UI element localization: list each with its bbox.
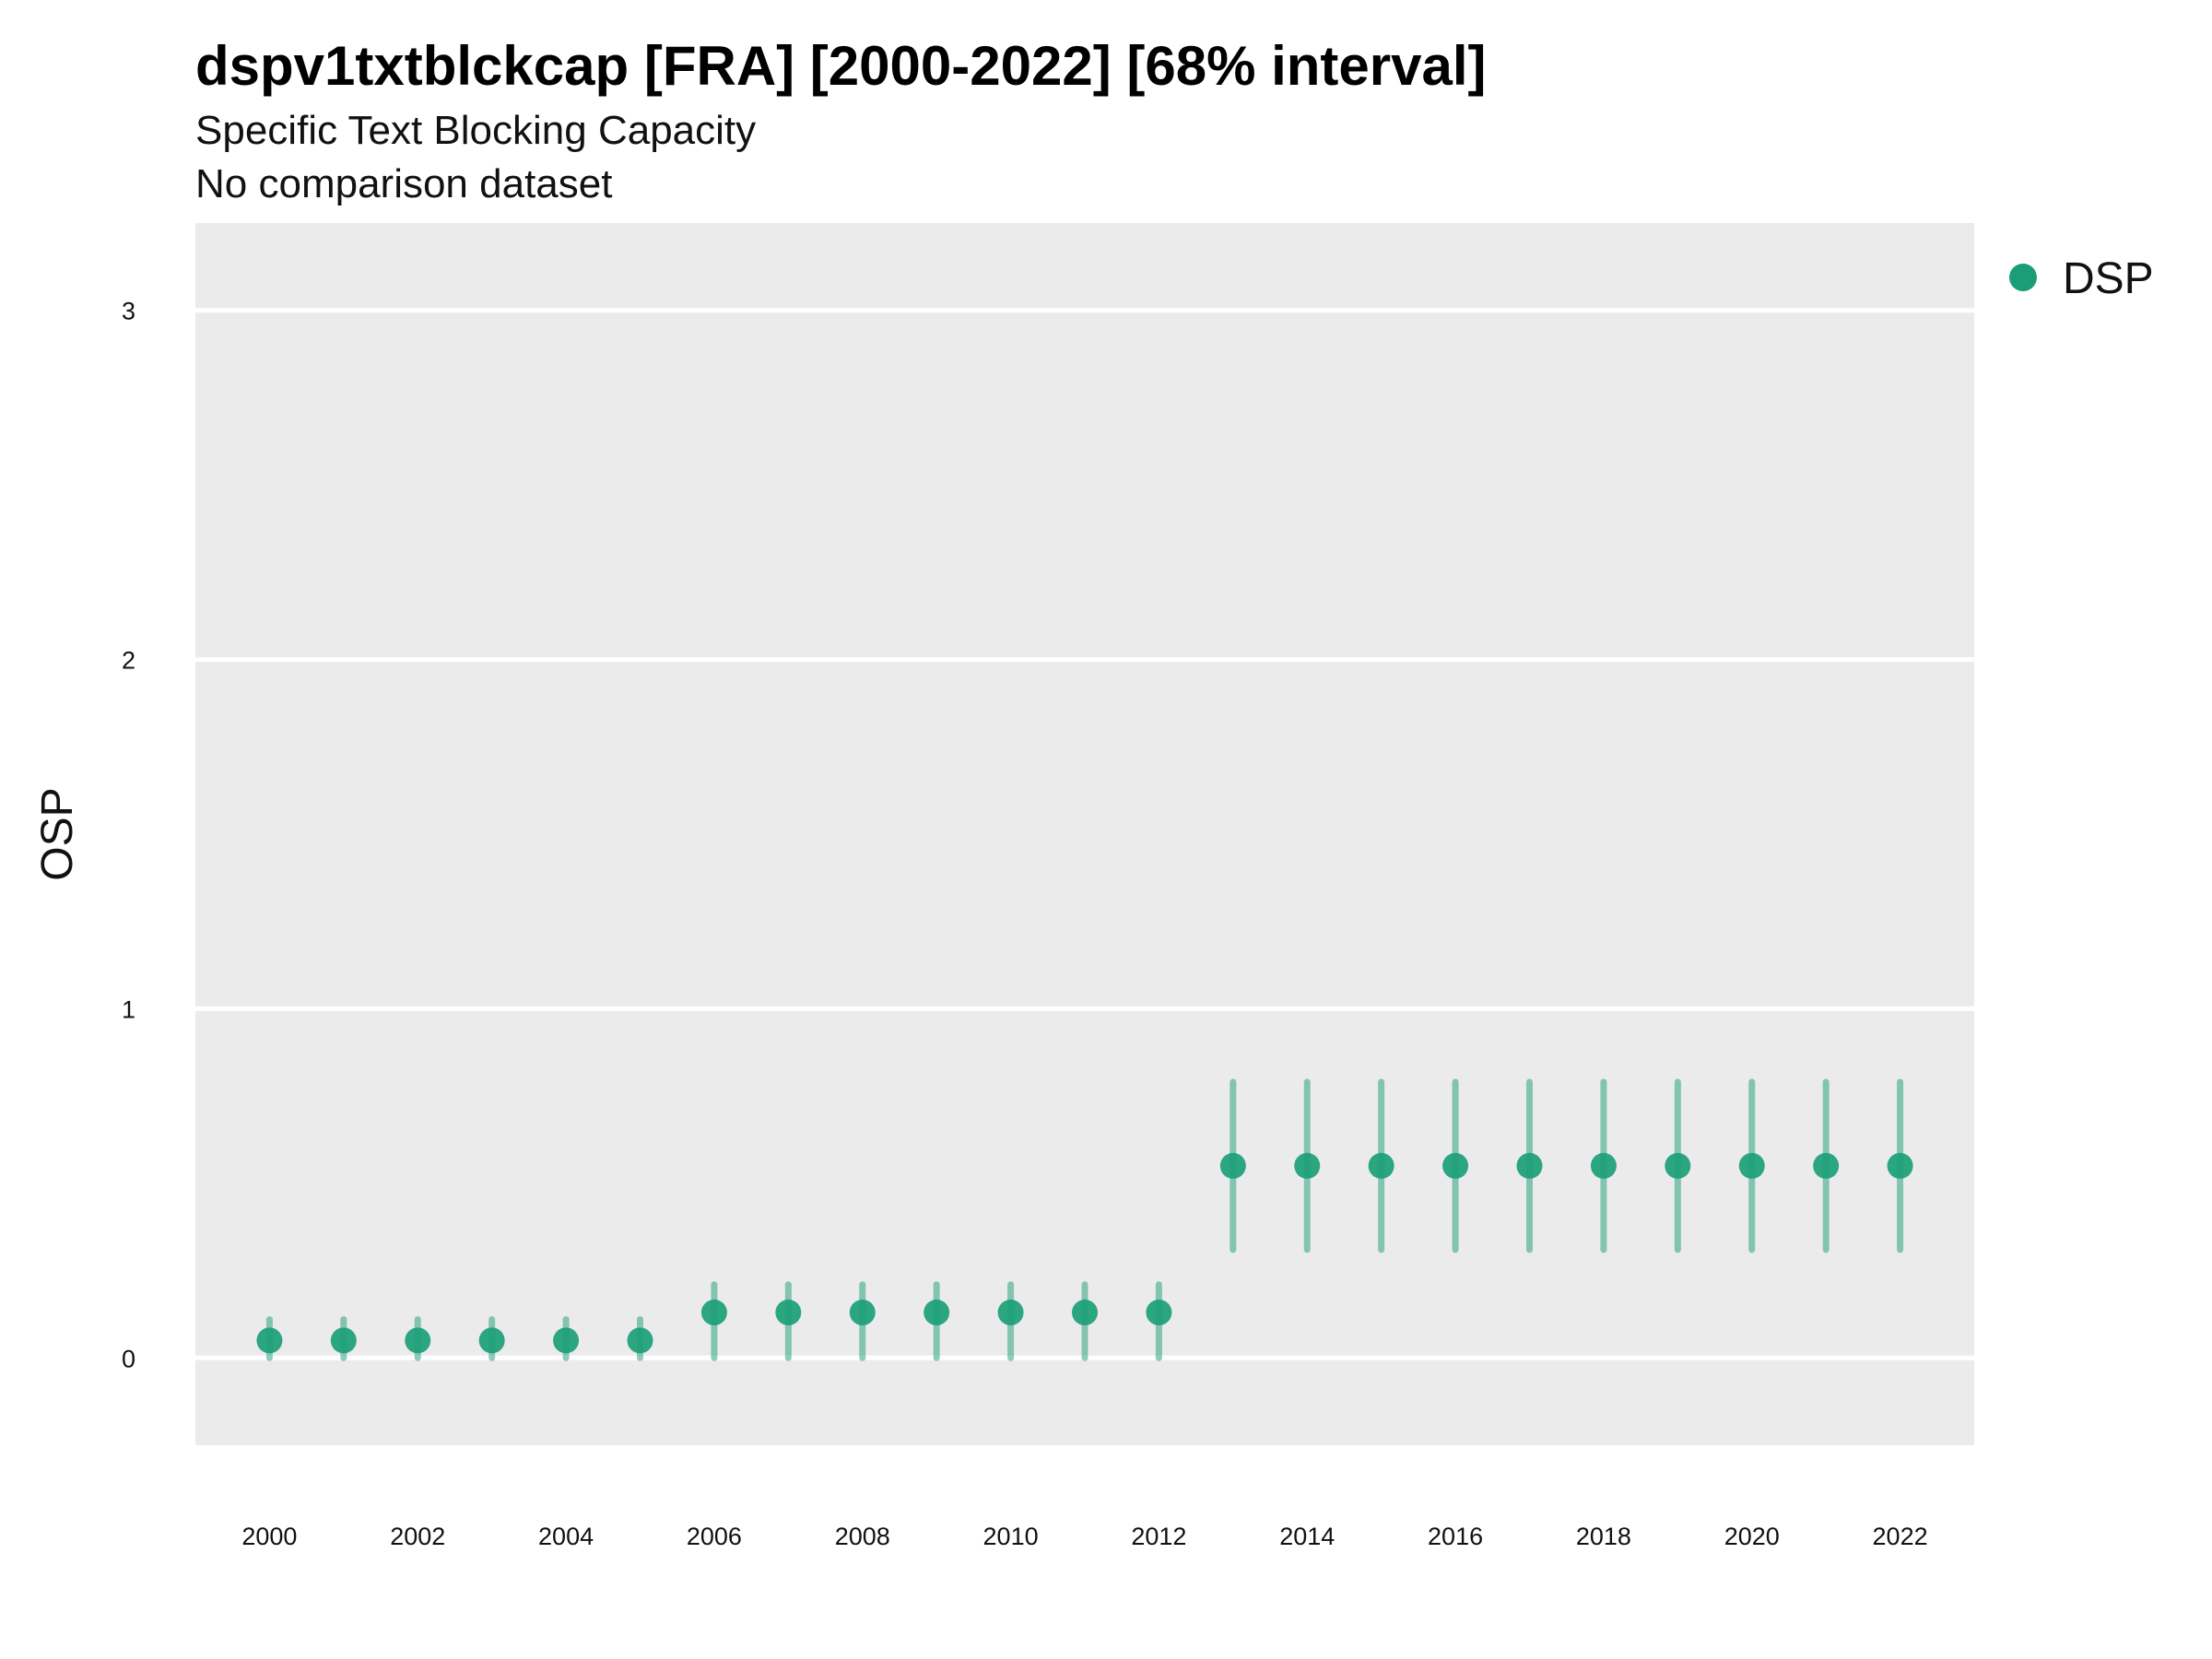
y-axis-label: OSP	[33, 787, 82, 880]
x-tick-label: 2004	[538, 1523, 594, 1550]
data-point	[1442, 1152, 1469, 1179]
x-tick-label: 2014	[1279, 1523, 1335, 1550]
data-point	[1072, 1300, 1098, 1326]
y-tick-label: 3	[122, 298, 135, 325]
data-point	[256, 1327, 283, 1354]
data-point	[924, 1300, 950, 1326]
y-tick-label: 0	[122, 1345, 135, 1372]
data-point	[627, 1327, 653, 1354]
data-point	[1590, 1152, 1617, 1179]
chart-subtitle: Specific Text Blocking Capacity	[195, 108, 756, 153]
data-point	[700, 1300, 727, 1326]
data-point	[1813, 1152, 1840, 1179]
data-point	[1887, 1152, 1913, 1179]
x-axis-ticks: 2000 2002 2004 2006 2008 2010 2012 2014 2016 2018…	[241, 1523, 1927, 1550]
data-point	[997, 1300, 1024, 1326]
data-point	[1368, 1152, 1394, 1179]
plot-panel	[195, 223, 1974, 1445]
y-axis-ticks: 0 1 2 3	[122, 298, 135, 1373]
x-tick-label: 2016	[1428, 1523, 1483, 1550]
data-point	[1738, 1152, 1765, 1179]
data-point	[849, 1300, 876, 1326]
y-tick-label: 1	[122, 995, 135, 1023]
x-tick-label: 2010	[983, 1523, 1039, 1550]
data-point	[775, 1300, 802, 1326]
data-point	[1665, 1152, 1691, 1179]
data-point	[478, 1327, 505, 1354]
chart-title: dspv1txtblckcap [FRA] [2000-2022] [68% i…	[195, 35, 1487, 97]
data-point	[1219, 1152, 1246, 1179]
data-point	[330, 1327, 357, 1354]
x-tick-label: 2006	[687, 1523, 742, 1550]
legend-label-dsp: DSP	[2063, 254, 2154, 303]
data-point	[1516, 1152, 1543, 1179]
data-point	[1146, 1300, 1172, 1326]
x-tick-label: 2002	[390, 1523, 445, 1550]
data-points	[256, 1152, 1913, 1354]
x-tick-label: 2000	[241, 1523, 297, 1550]
y-tick-label: 2	[122, 647, 135, 675]
x-tick-label: 2020	[1724, 1523, 1780, 1550]
x-tick-label: 2022	[1873, 1523, 1928, 1550]
legend: DSP	[2009, 254, 2154, 303]
chart-subtitle-secondary: No comparison dataset	[195, 161, 612, 206]
data-point	[405, 1327, 431, 1354]
x-tick-label: 2008	[835, 1523, 890, 1550]
data-point	[553, 1327, 580, 1354]
x-tick-label: 2012	[1131, 1523, 1186, 1550]
legend-swatch-dsp	[2009, 264, 2037, 291]
x-tick-label: 2018	[1576, 1523, 1631, 1550]
data-point	[1294, 1152, 1321, 1179]
